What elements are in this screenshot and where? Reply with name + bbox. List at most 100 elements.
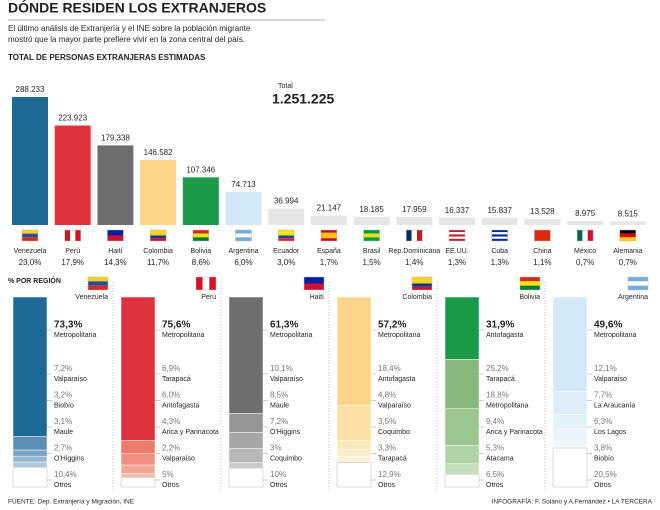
category-label: España xyxy=(317,248,341,255)
flag xyxy=(192,233,209,238)
share-label: 1,4% xyxy=(405,258,423,267)
segment xyxy=(336,462,372,488)
flag xyxy=(192,237,209,241)
flag xyxy=(449,236,465,239)
share-label: 3,0% xyxy=(277,258,295,267)
flag-border xyxy=(149,229,167,242)
category-label: Rep.Dominicana xyxy=(388,248,440,255)
segment xyxy=(552,428,588,442)
flag-border xyxy=(576,229,594,242)
region-label: Arica y Parinacota xyxy=(486,429,543,436)
flag xyxy=(150,238,167,241)
bar xyxy=(524,218,561,225)
segment xyxy=(552,296,588,392)
panel-title: Venezuela xyxy=(75,294,108,301)
flag xyxy=(628,285,648,290)
region-label: Metropolitana xyxy=(378,332,421,339)
region-label: Metropolitana xyxy=(270,332,313,339)
bar xyxy=(439,217,475,225)
percent-label: 20,5% xyxy=(594,470,617,479)
flag xyxy=(320,232,337,236)
percent-label: 5% xyxy=(162,470,174,479)
segment xyxy=(120,440,156,455)
region-label: Valparaíso xyxy=(270,376,303,383)
percent-label: 12,9% xyxy=(378,470,401,479)
flag xyxy=(412,286,432,290)
segment xyxy=(120,464,156,474)
category-label: Ecuador xyxy=(273,248,300,255)
percent-label: 25,2% xyxy=(486,364,509,373)
percent-label: 9,4% xyxy=(486,417,504,426)
value-label: 223.923 xyxy=(58,114,87,123)
bar xyxy=(609,221,646,225)
flag xyxy=(577,230,583,241)
percent-label: 6,0% xyxy=(162,391,180,400)
category-label: Cuba xyxy=(491,248,508,255)
percent-label: 3% xyxy=(270,444,282,453)
region-label: Biobío xyxy=(54,402,74,409)
flag-border xyxy=(87,276,109,291)
value-label: 8.515 xyxy=(618,209,639,218)
flag xyxy=(88,285,108,290)
flag xyxy=(107,230,124,236)
segment xyxy=(120,477,156,488)
flag-border xyxy=(363,229,380,242)
region-label: Tarapacá xyxy=(486,376,515,383)
flag-border xyxy=(519,276,541,291)
category-label: EE.UU. xyxy=(445,248,468,255)
region-label: Otros xyxy=(54,482,72,489)
flag xyxy=(88,281,108,286)
flag-border xyxy=(448,229,466,242)
flag xyxy=(520,281,540,286)
flag-border xyxy=(303,276,325,291)
flag xyxy=(209,277,216,290)
region-label: La Araucanía xyxy=(594,402,635,409)
region-label: Valparaíso xyxy=(54,376,87,383)
value-label: 36.994 xyxy=(274,197,299,206)
region-label: Tarapacá xyxy=(378,455,407,462)
region-label: O'Higgins xyxy=(270,429,301,436)
panel-title: Bolivia xyxy=(519,294,540,301)
flag xyxy=(235,237,252,241)
region-label: Atacama xyxy=(486,455,514,462)
bar xyxy=(182,177,219,225)
bar xyxy=(140,159,177,225)
region-label: Metropolitana xyxy=(486,402,529,409)
share-label: 14,3% xyxy=(104,258,127,267)
value-label: 179.338 xyxy=(101,133,130,142)
share-label: 23,0% xyxy=(19,258,42,267)
flag xyxy=(406,230,412,241)
percent-label: 2,7% xyxy=(54,444,72,453)
segment xyxy=(12,436,48,451)
flag-border xyxy=(619,229,637,242)
flag xyxy=(320,235,337,239)
region-label: Valparaíso xyxy=(378,402,411,409)
category-label: Venezuela xyxy=(14,248,47,255)
region-label: Otros xyxy=(270,482,288,489)
subtitle: mostró que la mayor parte prefiere vivir… xyxy=(8,35,245,44)
region-label: Antofagasta xyxy=(378,376,415,383)
flag xyxy=(520,277,540,282)
segment xyxy=(12,296,48,437)
flag xyxy=(22,233,38,238)
flag xyxy=(619,233,636,238)
flag xyxy=(150,235,167,239)
flag xyxy=(22,237,38,241)
percent-label: 6,9% xyxy=(162,364,180,373)
value-label: 146.582 xyxy=(144,148,173,157)
region-label: Otros xyxy=(486,482,504,489)
region-label: Metropolitana xyxy=(162,332,205,339)
percent-label: 18,8% xyxy=(486,391,509,400)
region-label: Los Lagos xyxy=(594,429,627,436)
flag xyxy=(491,238,508,241)
segment xyxy=(336,449,372,457)
flag xyxy=(278,235,295,239)
region-label: Arica y Parinacota xyxy=(162,429,219,436)
percent-label: 4,8% xyxy=(378,391,396,400)
flag-border xyxy=(192,229,210,242)
flag xyxy=(88,277,108,282)
percent-label: 31,9% xyxy=(486,320,514,331)
value-label: 15.837 xyxy=(487,206,512,215)
region-label: Metropolitana xyxy=(594,332,637,339)
flag xyxy=(628,281,648,286)
